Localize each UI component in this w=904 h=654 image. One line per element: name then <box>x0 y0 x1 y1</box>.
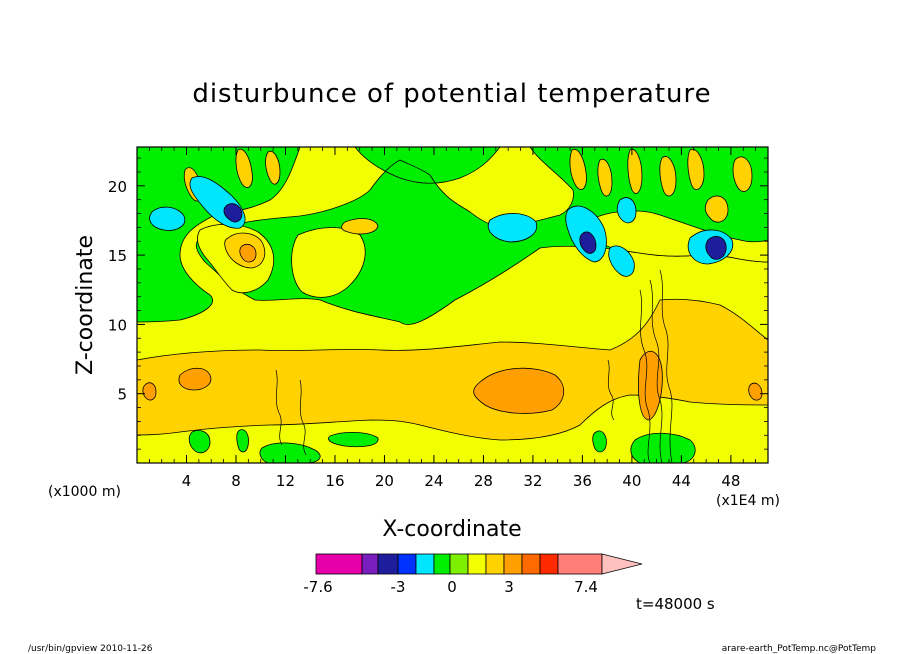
colorbar-swatch <box>361 553 379 575</box>
colorbar-arrow <box>601 553 643 575</box>
footer-right: arare-earth_PotTemp.nc@PotTemp <box>722 644 877 654</box>
chart-title: disturbunce of potential temperature <box>192 79 711 109</box>
colorbar-swatch <box>449 553 469 575</box>
colorbar-label: 0 <box>447 578 457 596</box>
green-blob <box>236 429 249 453</box>
colorbar-swatch <box>315 553 363 575</box>
contour-wiggle <box>649 279 663 463</box>
dark-orange-core <box>239 244 257 263</box>
x-axis-label: X-coordinate <box>382 517 521 542</box>
orange-streak <box>687 148 705 190</box>
orange-streak <box>659 156 677 197</box>
green-blob <box>188 430 211 454</box>
x-tick-label: 8 <box>231 472 241 490</box>
green-blob <box>630 432 696 463</box>
colorbar-swatch <box>521 553 541 575</box>
x-tick-label: 12 <box>276 472 295 490</box>
orange-streak <box>732 156 753 192</box>
y-tick-label: 10 <box>108 316 127 334</box>
dark-orange-spot <box>638 350 663 421</box>
x-units-left: (x1000 m) <box>48 484 121 500</box>
y-axis: 5 10 15 20 <box>108 157 768 450</box>
orange-streak <box>597 158 613 197</box>
dark-orange-spot <box>473 367 565 414</box>
dark-orange-spot <box>142 382 157 401</box>
cyan-blob <box>149 206 186 231</box>
y-tick-label: 15 <box>108 247 127 265</box>
x-tick-label: 24 <box>424 472 443 490</box>
contour-wiggle <box>639 289 651 463</box>
y-tick-label: 5 <box>117 386 127 404</box>
colorbar-label: 7.4 <box>574 578 598 596</box>
colorbar-swatch <box>377 553 399 575</box>
time-label: t=48000 s <box>636 595 715 613</box>
x-tick-label: 40 <box>622 472 641 490</box>
x-tick-label: 28 <box>474 472 493 490</box>
orange-streak <box>341 218 379 235</box>
colorbar-label: -7.6 <box>303 578 332 596</box>
colorbar-swatch <box>397 553 417 575</box>
orange-streak <box>569 148 587 190</box>
orange-streak <box>627 148 643 194</box>
x-units-right: (x1E4 m) <box>716 493 780 509</box>
colorbar-swatch <box>503 553 523 575</box>
green-blob <box>328 432 379 448</box>
x-tick-label: 44 <box>672 472 691 490</box>
x-tick-label: 16 <box>325 472 344 490</box>
x-tick-label: 4 <box>182 472 192 490</box>
contour-wiggle <box>275 369 283 446</box>
orange-band <box>137 298 768 441</box>
colorbar-swatch <box>433 553 451 575</box>
colorbar-label: 3 <box>504 578 514 596</box>
cyan-blob <box>608 245 635 277</box>
x-tick-label: 32 <box>523 472 542 490</box>
plot-area <box>137 147 768 463</box>
y-axis-label: Z-coordinate <box>73 235 98 375</box>
plot-frame <box>136 146 769 464</box>
colorbar: -7.6 -3 0 3 7.4 <box>303 553 643 596</box>
green-blob <box>259 442 321 463</box>
green-blob <box>592 430 607 453</box>
x-tick-label: 36 <box>573 472 592 490</box>
contour-wiggle <box>607 359 615 421</box>
colorbar-swatch <box>557 553 603 575</box>
orange-streak <box>704 195 729 223</box>
y-tick-label: 20 <box>108 178 127 196</box>
x-tick-label: 20 <box>375 472 394 490</box>
blue-core <box>705 236 727 260</box>
orange-streak <box>235 148 253 188</box>
footer-left: /usr/bin/gpview 2010-11-26 <box>28 644 153 654</box>
orange-streak <box>265 150 281 185</box>
colorbar-label: -3 <box>391 578 406 596</box>
contour-wiggle <box>659 269 673 463</box>
colorbar-swatch <box>539 553 559 575</box>
contour-wiggle <box>299 379 307 456</box>
blue-core <box>223 203 243 223</box>
cyan-blob <box>487 213 538 243</box>
colorbar-swatch <box>415 553 435 575</box>
dark-orange-spot <box>748 382 763 401</box>
blue-core <box>579 231 597 254</box>
x-tick-label: 48 <box>721 472 740 490</box>
dark-orange-spot <box>178 367 212 391</box>
x-axis: 4 8 12 16 20 24 28 32 36 40 44 48 <box>148 147 757 490</box>
colorbar-swatch <box>467 553 487 575</box>
cyan-blob <box>616 197 637 224</box>
colorbar-swatch <box>485 553 505 575</box>
